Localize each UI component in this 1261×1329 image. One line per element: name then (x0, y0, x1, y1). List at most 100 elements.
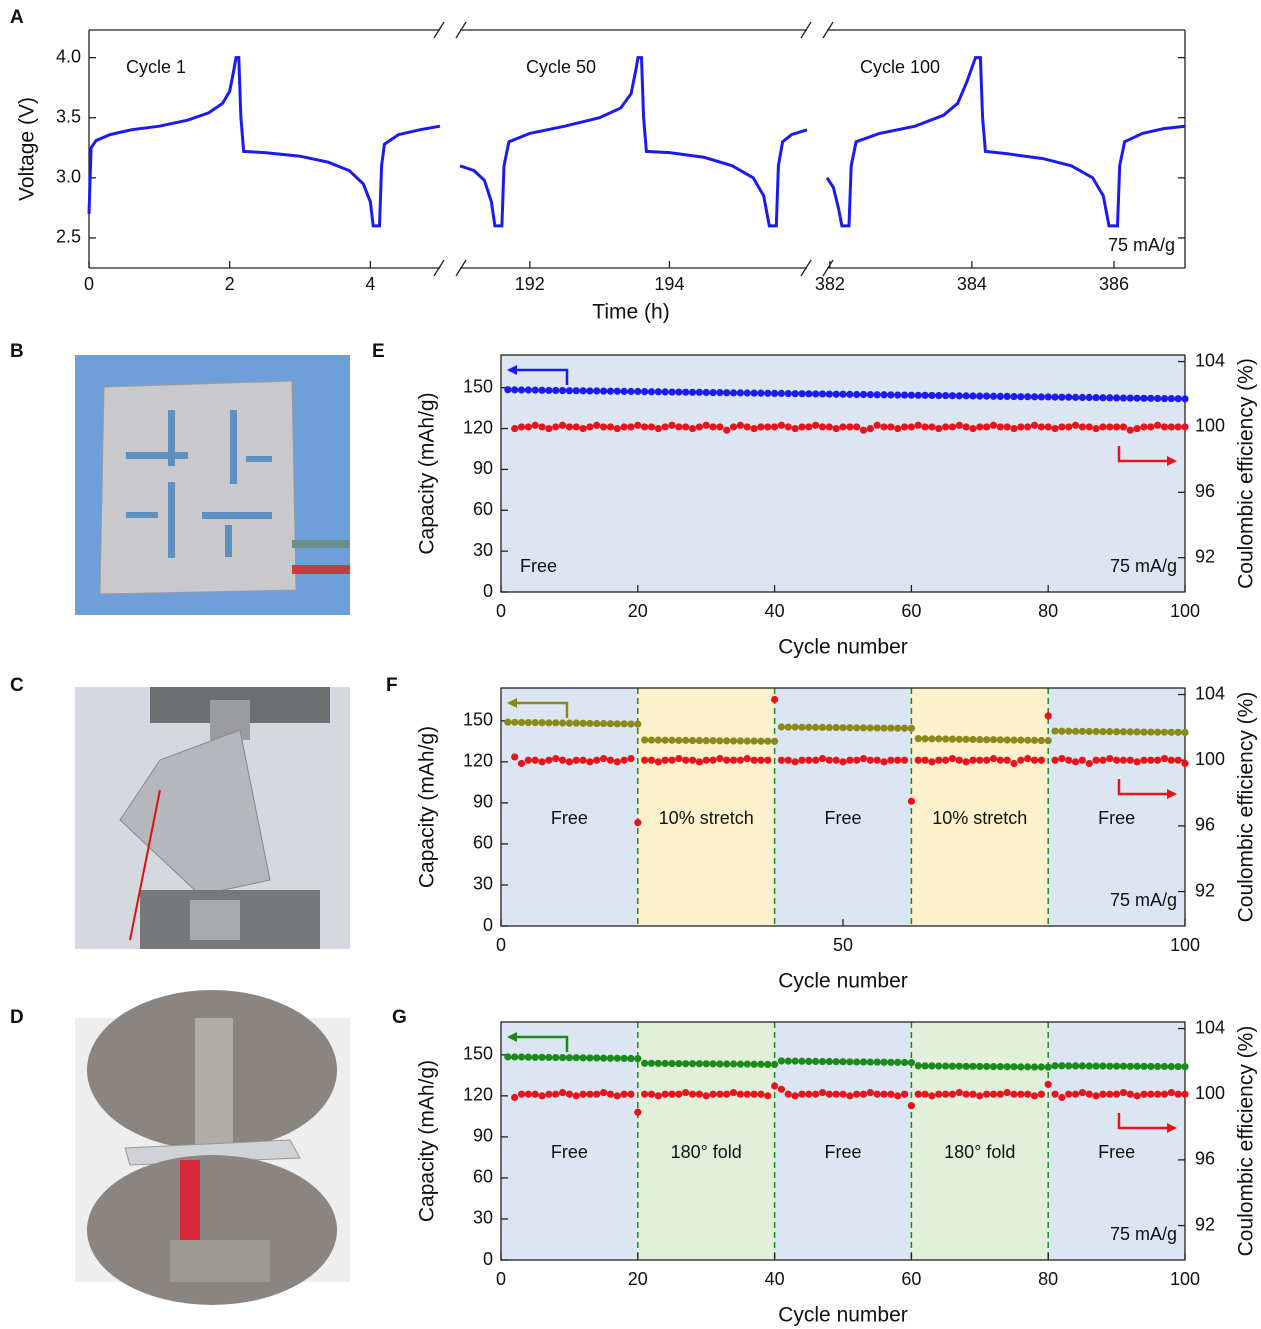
data-point (1106, 1091, 1113, 1098)
data-point (771, 423, 778, 430)
photo-b (75, 355, 350, 615)
data-point (627, 720, 634, 727)
data-point (798, 1058, 805, 1065)
data-point (915, 392, 922, 399)
region-label: Free (551, 808, 588, 828)
data-point (935, 735, 942, 742)
data-point (826, 724, 833, 731)
data-point (1161, 423, 1168, 430)
y2-tick-label: 92 (1195, 880, 1215, 900)
data-point (634, 819, 641, 826)
data-point (867, 391, 874, 398)
x-tick-label: 192 (515, 274, 545, 294)
data-point (1065, 1062, 1072, 1069)
data-point (969, 1091, 976, 1098)
data-point (730, 1060, 737, 1067)
data-point (1031, 757, 1038, 764)
data-point (593, 757, 600, 764)
y2-tick-label: 100 (1195, 416, 1225, 436)
data-point (757, 1091, 764, 1098)
data-point (709, 1060, 716, 1067)
data-point (1079, 728, 1086, 735)
data-point (511, 719, 518, 726)
data-point (614, 758, 621, 765)
data-point (668, 1060, 675, 1067)
y2-axis-title: Coulombic efficiency (%) (1235, 692, 1258, 923)
data-point (662, 388, 669, 395)
data-point (798, 1091, 805, 1098)
data-point (1120, 728, 1127, 735)
data-point (921, 757, 928, 764)
region-label: Free (824, 1142, 861, 1162)
data-point (1140, 728, 1147, 735)
data-point (1004, 757, 1011, 764)
data-point (792, 390, 799, 397)
data-point (757, 757, 764, 764)
data-point (545, 1054, 552, 1061)
data-point (1147, 757, 1154, 764)
x-tick-label: 194 (654, 274, 684, 294)
x-tick-label: 100 (1170, 1269, 1200, 1289)
data-point (709, 389, 716, 396)
data-point (935, 425, 942, 432)
data-point (757, 390, 764, 397)
data-point (1086, 1091, 1093, 1098)
data-point (921, 423, 928, 430)
data-point (744, 737, 751, 744)
x-axis-title: Time (h) (592, 301, 669, 324)
data-point (942, 1062, 949, 1069)
data-point (737, 389, 744, 396)
data-point (956, 1089, 963, 1096)
data-point (908, 392, 915, 399)
data-point (737, 1091, 744, 1098)
data-point (538, 387, 545, 394)
data-point (566, 720, 573, 727)
data-point (1024, 423, 1031, 430)
data-point (1134, 425, 1141, 432)
data-point (662, 737, 669, 744)
data-point (696, 389, 703, 396)
data-point (682, 737, 689, 744)
data-point (1168, 1089, 1175, 1096)
data-point (1106, 755, 1113, 762)
data-point (1010, 393, 1017, 400)
data-point (1161, 395, 1168, 402)
data-point (880, 1059, 887, 1066)
y2-tick-label: 104 (1195, 683, 1225, 703)
data-point (969, 757, 976, 764)
data-point (716, 1091, 723, 1098)
data-point (1175, 729, 1182, 736)
annotation: 75 mA/g (1110, 1224, 1177, 1244)
data-point (627, 1055, 634, 1062)
data-point (894, 425, 901, 432)
data-point (1038, 1091, 1045, 1098)
data-point (874, 724, 881, 731)
data-point (887, 423, 894, 430)
data-point (634, 1055, 641, 1062)
data-point (1099, 1091, 1106, 1098)
data-point (1120, 423, 1127, 430)
data-point (1099, 757, 1106, 764)
data-point (1175, 757, 1182, 764)
x-tick-label: 60 (901, 601, 921, 621)
data-point (1161, 1091, 1168, 1098)
data-point (696, 423, 703, 430)
data-point (764, 1061, 771, 1068)
data-point (921, 1091, 928, 1098)
data-point (1147, 1063, 1154, 1070)
data-point (655, 425, 662, 432)
data-point (846, 757, 853, 764)
data-point (935, 1062, 942, 1069)
data-point (969, 1063, 976, 1070)
x-tick-label: 386 (1099, 274, 1129, 294)
data-point (778, 390, 785, 397)
data-point (1147, 1091, 1154, 1098)
data-point (579, 720, 586, 727)
data-point (614, 1092, 621, 1099)
data-point (805, 724, 812, 731)
data-point (1154, 395, 1161, 402)
data-point (750, 425, 757, 432)
data-point (1051, 1062, 1058, 1069)
panel-letter: B (10, 341, 24, 362)
data-point (839, 758, 846, 765)
